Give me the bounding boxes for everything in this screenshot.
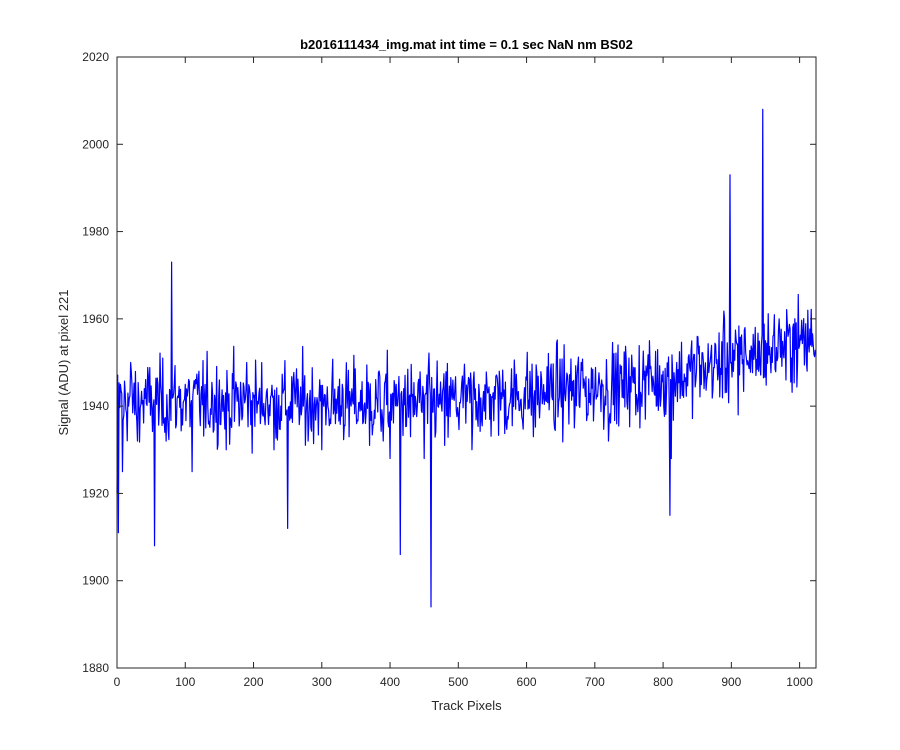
axes-box <box>116 56 817 669</box>
data-layer <box>116 108 816 608</box>
chart-title: b2016111434_img.mat int time = 0.1 sec N… <box>300 37 633 52</box>
y-tick-label: 2020 <box>82 50 109 64</box>
y-tick-label: 1940 <box>82 399 109 413</box>
y-tick-label: 1960 <box>82 312 109 326</box>
x-tick-label: 1000 <box>786 675 813 689</box>
y-tick-label: 1980 <box>82 225 109 239</box>
y-tick-label: 1880 <box>82 661 109 675</box>
x-tick-label: 600 <box>517 675 537 689</box>
x-tick-label: 100 <box>175 675 195 689</box>
x-tick-label: 500 <box>448 675 468 689</box>
x-tick-label: 900 <box>721 675 741 689</box>
tick-layer: 0 100 200 300 400 500 600 700 800 900 1000 1880 1900… <box>82 50 816 689</box>
x-axis-label: Track Pixels <box>431 698 502 713</box>
plot-area <box>117 57 816 668</box>
x-tick-label: 0 <box>114 675 121 689</box>
y-tick-label: 1900 <box>82 574 109 588</box>
y-axis-label: Signal (ADU) at pixel 221 <box>56 290 71 436</box>
x-tick-label: 200 <box>244 675 264 689</box>
x-tick-label: 400 <box>380 675 400 689</box>
x-tick-label: 800 <box>653 675 673 689</box>
y-tick-label: 2000 <box>82 137 109 151</box>
x-tick-label: 300 <box>312 675 332 689</box>
x-tick-label: 700 <box>585 675 605 689</box>
y-tick-label: 1920 <box>82 486 109 500</box>
series-line <box>116 108 816 608</box>
